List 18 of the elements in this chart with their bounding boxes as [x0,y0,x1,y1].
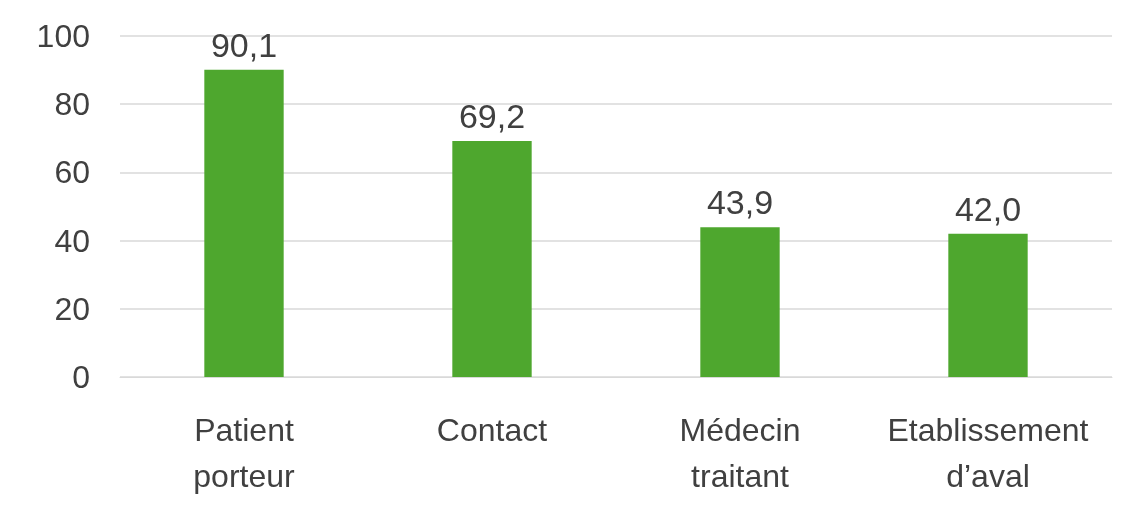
bar [948,233,1028,377]
bar [700,227,780,377]
y-tick-label: 40 [54,222,90,259]
data-label: 90,1 [210,25,278,64]
bar [452,141,532,377]
y-tick-label: 100 [36,18,90,54]
x-tick-label: Patient porteur [193,412,296,494]
y-tick-label: 80 [54,86,90,123]
bar [204,69,284,377]
x-tick-label: Médecin traitant [679,412,801,494]
data-label: 43,9 [706,183,774,222]
data-label: 42,0 [954,189,1022,228]
y-tick-label: 0 [72,359,90,395]
y-tick-label: 20 [54,290,90,327]
data-label: 69,2 [458,97,526,136]
y-tick-label: 60 [54,154,90,191]
x-tick-label: Contact [436,412,548,448]
x-tick-label: Etablissement d’aval [887,412,1089,494]
